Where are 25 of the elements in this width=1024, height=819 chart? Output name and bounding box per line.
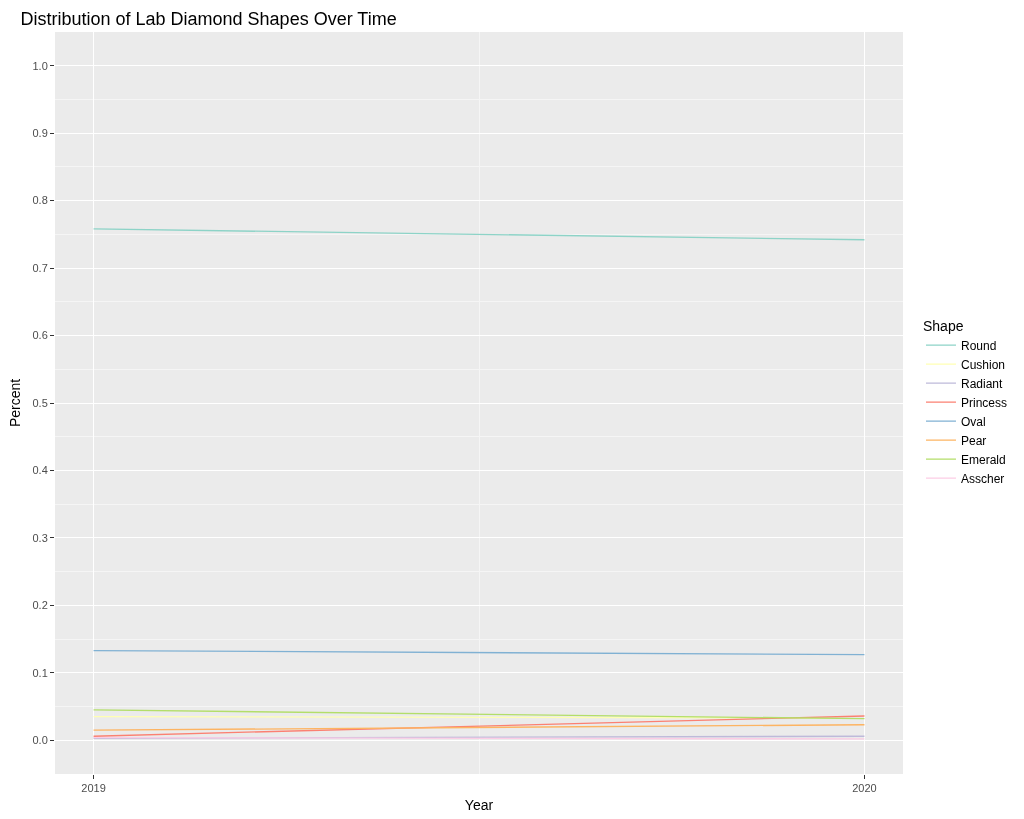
- y-tick-label: 0.1: [32, 666, 48, 679]
- legend-label: Emerald: [960, 452, 1006, 467]
- y-axis-title: Percent: [7, 378, 24, 428]
- legend-label: Pear: [960, 433, 987, 448]
- legend-label: Cushion: [960, 357, 1006, 372]
- legend-label: Oval: [960, 414, 986, 429]
- legend-label: Radiant: [960, 376, 1004, 391]
- chart-title: Distribution of Lab Diamond Shapes Over Time: [20, 8, 397, 29]
- y-tick-label: 0.7: [32, 261, 48, 274]
- x-axis-title: Year: [464, 796, 494, 813]
- legend-label: Princess: [960, 395, 1007, 410]
- y-tick-label: 0.8: [32, 194, 48, 207]
- y-tick-label: 0.0: [32, 734, 48, 747]
- x-tick-label: 2020: [852, 782, 877, 795]
- legend-title: Shape: [922, 317, 964, 334]
- y-tick-label: 0.2: [32, 599, 48, 612]
- y-tick-label: 0.4: [32, 464, 48, 477]
- y-tick-label: 0.9: [32, 127, 48, 140]
- y-tick-label: 0.5: [32, 396, 48, 409]
- y-tick-label: 0.6: [32, 329, 48, 342]
- legend-label: Round: [960, 338, 997, 353]
- y-tick-label: 0.3: [32, 531, 48, 544]
- legend-label: Asscher: [960, 471, 1005, 486]
- x-tick-label: 2019: [81, 782, 106, 795]
- y-tick-label: 1.0: [32, 59, 48, 72]
